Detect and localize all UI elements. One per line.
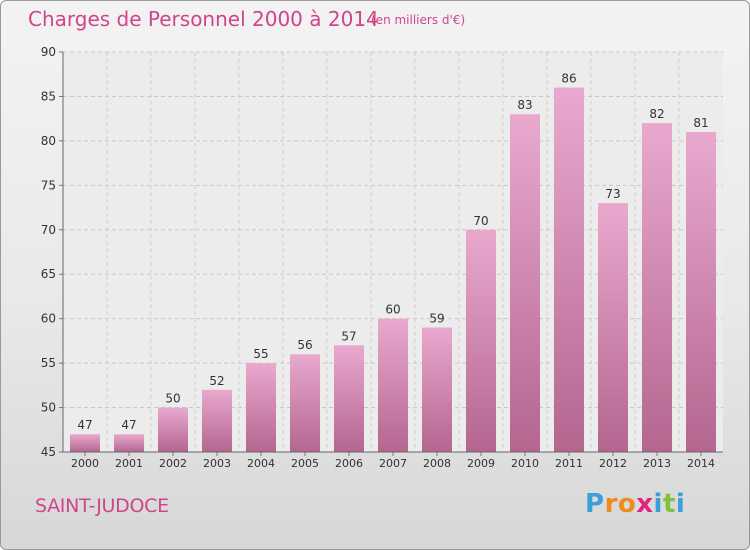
value-label-2014: 81 [693, 116, 708, 130]
logo-letter: i [653, 489, 663, 519]
chart-title: Charges de Personnel 2000 à 2014 [28, 7, 379, 31]
bar-2014 [686, 132, 716, 452]
chart-unit-label: (en milliers d'€) [371, 13, 466, 27]
value-label-2009: 70 [473, 214, 488, 228]
value-label-2004: 55 [253, 347, 268, 361]
y-tick-label: 75 [41, 178, 56, 192]
x-tick-label-2013: 2013 [643, 457, 671, 470]
y-tick-label: 55 [41, 356, 56, 370]
x-tick-label-2009: 2009 [467, 457, 495, 470]
bar-2001 [114, 434, 144, 452]
value-label-2002: 50 [165, 392, 180, 406]
x-tick-label-2008: 2008 [423, 457, 451, 470]
x-tick-label-2006: 2006 [335, 457, 363, 470]
bar-2006 [334, 345, 364, 452]
bar-2009 [466, 229, 496, 452]
x-tick-label-2000: 2000 [71, 457, 99, 470]
bar-2012 [598, 203, 628, 452]
y-tick-label: 65 [41, 267, 56, 281]
bar-2008 [422, 327, 452, 452]
value-label-2000: 47 [77, 418, 92, 432]
value-label-2010: 83 [517, 98, 532, 112]
y-tick-label: 45 [41, 445, 56, 459]
bar-2010 [510, 114, 540, 452]
proxiti-logo: Proxiti [585, 489, 685, 519]
value-label-2008: 59 [429, 312, 444, 326]
value-label-2012: 73 [605, 187, 620, 201]
y-tick-label: 60 [41, 312, 56, 326]
x-tick-label-2005: 2005 [291, 457, 319, 470]
x-tick-label-2001: 2001 [115, 457, 143, 470]
value-label-2007: 60 [385, 303, 400, 317]
bar-2007 [378, 318, 408, 452]
logo-letter: r [604, 489, 618, 519]
logo-letter: o [617, 489, 637, 519]
x-tick-label-2003: 2003 [203, 457, 231, 470]
commune-name: SAINT-JUDOCE [35, 495, 169, 517]
x-tick-label-2014: 2014 [687, 457, 715, 470]
x-tick-label-2012: 2012 [599, 457, 627, 470]
bar-2005 [290, 354, 320, 452]
bar-2002 [158, 407, 188, 452]
y-tick-label: 80 [41, 134, 56, 148]
y-tick-label: 50 [41, 401, 56, 415]
value-label-2003: 52 [209, 374, 224, 388]
bar-2013 [642, 123, 672, 452]
x-tick-label-2011: 2011 [555, 457, 583, 470]
logo-letter: x [636, 489, 654, 519]
logo-letter: i [675, 489, 686, 519]
x-tick-label-2007: 2007 [379, 457, 407, 470]
bar-2003 [202, 389, 232, 452]
bar-2000 [70, 434, 100, 452]
x-tick-label-2004: 2004 [247, 457, 275, 470]
value-label-2006: 57 [341, 329, 356, 343]
x-tick-label-2002: 2002 [159, 457, 187, 470]
value-label-2001: 47 [121, 418, 136, 432]
value-label-2011: 86 [561, 72, 576, 86]
y-tick-label: 85 [41, 89, 56, 103]
y-tick-label: 70 [41, 223, 56, 237]
logo-letter: t [662, 489, 676, 519]
x-tick-label-2010: 2010 [511, 457, 539, 470]
bar-2011 [554, 87, 584, 453]
y-tick-label: 90 [41, 45, 56, 59]
logo-letter: P [585, 489, 605, 519]
bar-2004 [246, 363, 276, 452]
value-label-2005: 56 [297, 338, 312, 352]
value-label-2013: 82 [649, 107, 664, 121]
